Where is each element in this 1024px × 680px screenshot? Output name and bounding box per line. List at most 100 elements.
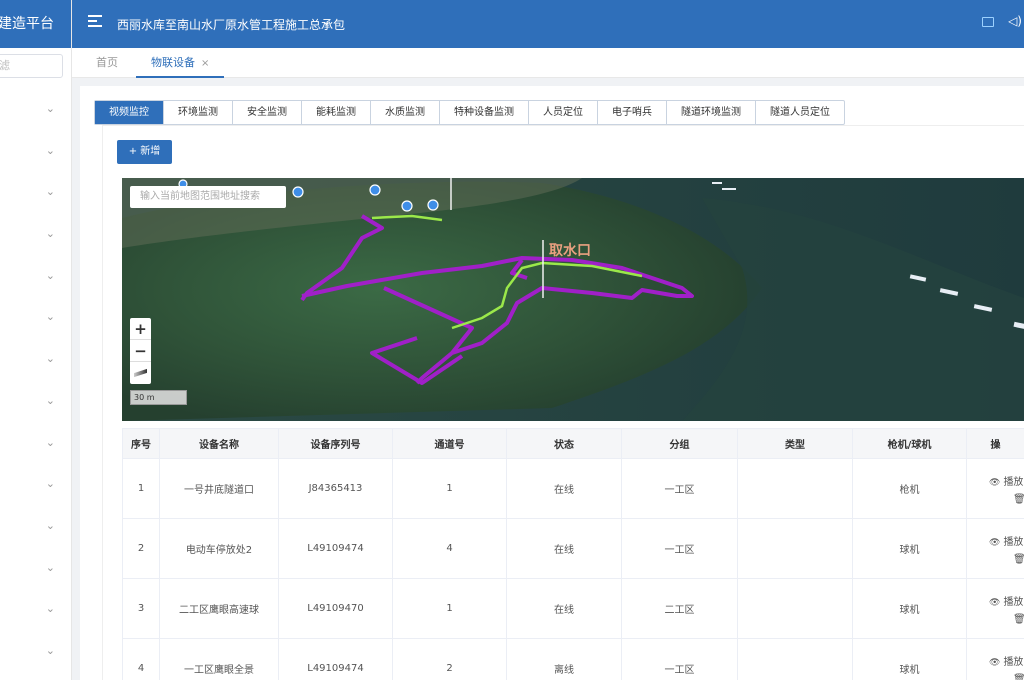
category-tab[interactable]: 隧道环境监测 [667, 101, 756, 124]
sidebar-item[interactable]: ⌄ [0, 588, 71, 630]
cell-status: 离线 [506, 638, 622, 680]
cell-name: 一工区鹰眼全景 [159, 638, 279, 680]
sidebar-filter-input[interactable]: 滤 [0, 54, 63, 78]
chevron-down-icon: ⌄ [45, 560, 55, 574]
page-tabs: 首页 物联设备 × [72, 48, 1024, 78]
table-body: 1一号井底隧道口J843654131在线一工区枪机👁播放🗑2电动车停放处2L49… [122, 458, 1024, 680]
cell-camera: 球机 [852, 578, 967, 639]
project-title[interactable]: 西丽水库至南山水厂原水管工程施工总承包 [117, 18, 346, 32]
sidebar-item[interactable]: ⌄ [0, 255, 71, 297]
chevron-down-icon: ⌄ [45, 185, 55, 199]
category-tab[interactable]: 人员定位 [529, 101, 598, 124]
play-label: 播放 [1003, 536, 1024, 548]
column-header: 设备名称 [159, 428, 279, 459]
chevron-down-icon: ⌄ [45, 518, 55, 532]
speaker-icon[interactable]: ◁) [1008, 14, 1022, 28]
cell-group: 一工区 [621, 638, 738, 680]
close-icon[interactable]: × [201, 58, 210, 69]
chevron-down-icon[interactable]: ⌄ [322, 15, 332, 28]
delete-icon[interactable]: 🗑 [989, 554, 1024, 565]
cell-actions: 👁播放 🗑 [966, 638, 1024, 680]
sidebar-item[interactable]: ⌄ [0, 630, 71, 672]
top-header: 西丽水库至南山水厂原水管工程施工总承包 ⌄ ◁) [72, 0, 1024, 48]
cell-actions: 👁播放 🗑 [966, 518, 1024, 579]
cell-serial: L49109474 [278, 518, 393, 579]
cell-type [737, 578, 853, 639]
column-header: 枪机/球机 [852, 428, 967, 459]
cell-camera: 球机 [852, 638, 967, 680]
sidebar-item[interactable]: ⌄ [0, 380, 71, 422]
map-search-input[interactable]: 输入当前地图范围地址搜索 [130, 186, 286, 208]
category-tab[interactable]: 水质监测 [371, 101, 440, 124]
cell-type [737, 518, 853, 579]
delete-icon[interactable]: 🗑 [989, 674, 1024, 680]
cell-status: 在线 [506, 578, 622, 639]
sidebar-item[interactable]: ⌄ [0, 171, 71, 213]
cell-name: 电动车停放处2 [159, 518, 279, 579]
chevron-down-icon: ⌄ [45, 435, 55, 449]
category-tab[interactable]: 隧道人员定位 [770, 107, 830, 118]
eye-icon: 👁 [989, 477, 1001, 488]
eye-icon: 👁 [989, 597, 1001, 608]
chevron-down-icon: ⌄ [45, 310, 55, 324]
play-button[interactable]: 👁 播放 [989, 533, 1024, 548]
sidebar-item[interactable]: ⌄ [0, 463, 71, 505]
sidebar: 建造平台 滤 ⌄ ⌄ ⌄ ⌄ ⌄ ⌄ ⌄ ⌄ ⌄ ⌄ ⌄ ⌄ ⌄ ⌄ [0, 0, 72, 680]
menu-toggle-icon[interactable] [88, 15, 102, 29]
delete-icon[interactable]: 🗑 [989, 494, 1024, 505]
cell-no: 4 [122, 638, 160, 680]
main-card: 视频监控 环境监测 安全监测 能耗监测 水质监测 特种设备监测 人员定位 电子哨兵 隧道环境监测… [80, 86, 1024, 680]
delete-icon[interactable]: 🗑 [989, 614, 1024, 625]
eye-icon: 👁 [989, 537, 1001, 548]
category-tab[interactable]: 特种设备监测 [440, 101, 529, 124]
sidebar-item[interactable]: ⌄ [0, 547, 71, 589]
chevron-down-icon: ⌄ [45, 602, 55, 616]
cell-channel: 1 [392, 458, 507, 519]
sidebar-item[interactable]: ⌄ [0, 213, 71, 255]
sidebar-item[interactable]: ⌄ [0, 338, 71, 380]
sidebar-item[interactable]: ⌄ [0, 88, 71, 130]
sidebar-item[interactable]: ⌄ [0, 505, 71, 547]
category-tab[interactable]: 安全监测 [233, 101, 302, 124]
play-button[interactable]: 👁 播放 [989, 593, 1024, 608]
map-view[interactable]: 输入当前地图范围地址搜索 取水口 + − 30 m [122, 178, 1024, 421]
cell-group: 一工区 [621, 458, 738, 519]
eye-icon: 👁 [989, 657, 1001, 668]
sidebar-item[interactable]: ⌄ [0, 422, 71, 464]
category-tab[interactable]: 能耗监测 [302, 101, 371, 124]
monitor-icon[interactable] [982, 17, 994, 27]
sidebar-item[interactable]: ⌄ [0, 130, 71, 172]
play-button[interactable]: 👁 播放 [989, 653, 1024, 668]
cell-actions: 👁播放 🗑 [966, 578, 1024, 639]
chevron-down-icon: ⌄ [45, 143, 55, 157]
column-header: 通道号 [392, 428, 507, 459]
brand-title: 建造平台 [0, 0, 71, 48]
route-green [371, 214, 643, 330]
chevron-down-icon: ⌄ [45, 227, 55, 241]
tab-home[interactable]: 首页 [96, 56, 118, 69]
compass-icon[interactable] [130, 362, 151, 384]
cell-status: 在线 [506, 518, 622, 579]
cell-channel: 1 [392, 578, 507, 639]
category-tab[interactable]: 视频监控 [95, 101, 164, 124]
play-button[interactable]: 👁 播放 [989, 473, 1024, 488]
category-tab[interactable]: 环境监测 [164, 101, 233, 124]
play-label: 播放 [1003, 656, 1024, 668]
route-purple [300, 214, 694, 385]
category-tab[interactable]: 电子哨兵 [598, 101, 667, 124]
sidebar-item[interactable]: ⌄ [0, 296, 71, 338]
chevron-down-icon: ⌄ [45, 643, 55, 657]
chevron-down-icon: ⌄ [45, 393, 55, 407]
cell-serial: L49109474 [278, 638, 393, 680]
map-label-intake: 取水口 [549, 243, 591, 259]
add-button[interactable]: + 新增 [117, 140, 172, 164]
tab-iot-devices[interactable]: 物联设备 × [136, 48, 225, 78]
zoom-out-button[interactable]: − [130, 340, 151, 362]
map-terrain [122, 178, 1024, 421]
chevron-down-icon: ⌄ [45, 352, 55, 366]
cell-channel: 4 [392, 518, 507, 579]
column-header: 设备序列号 [278, 428, 393, 459]
zoom-in-button[interactable]: + [130, 318, 151, 340]
